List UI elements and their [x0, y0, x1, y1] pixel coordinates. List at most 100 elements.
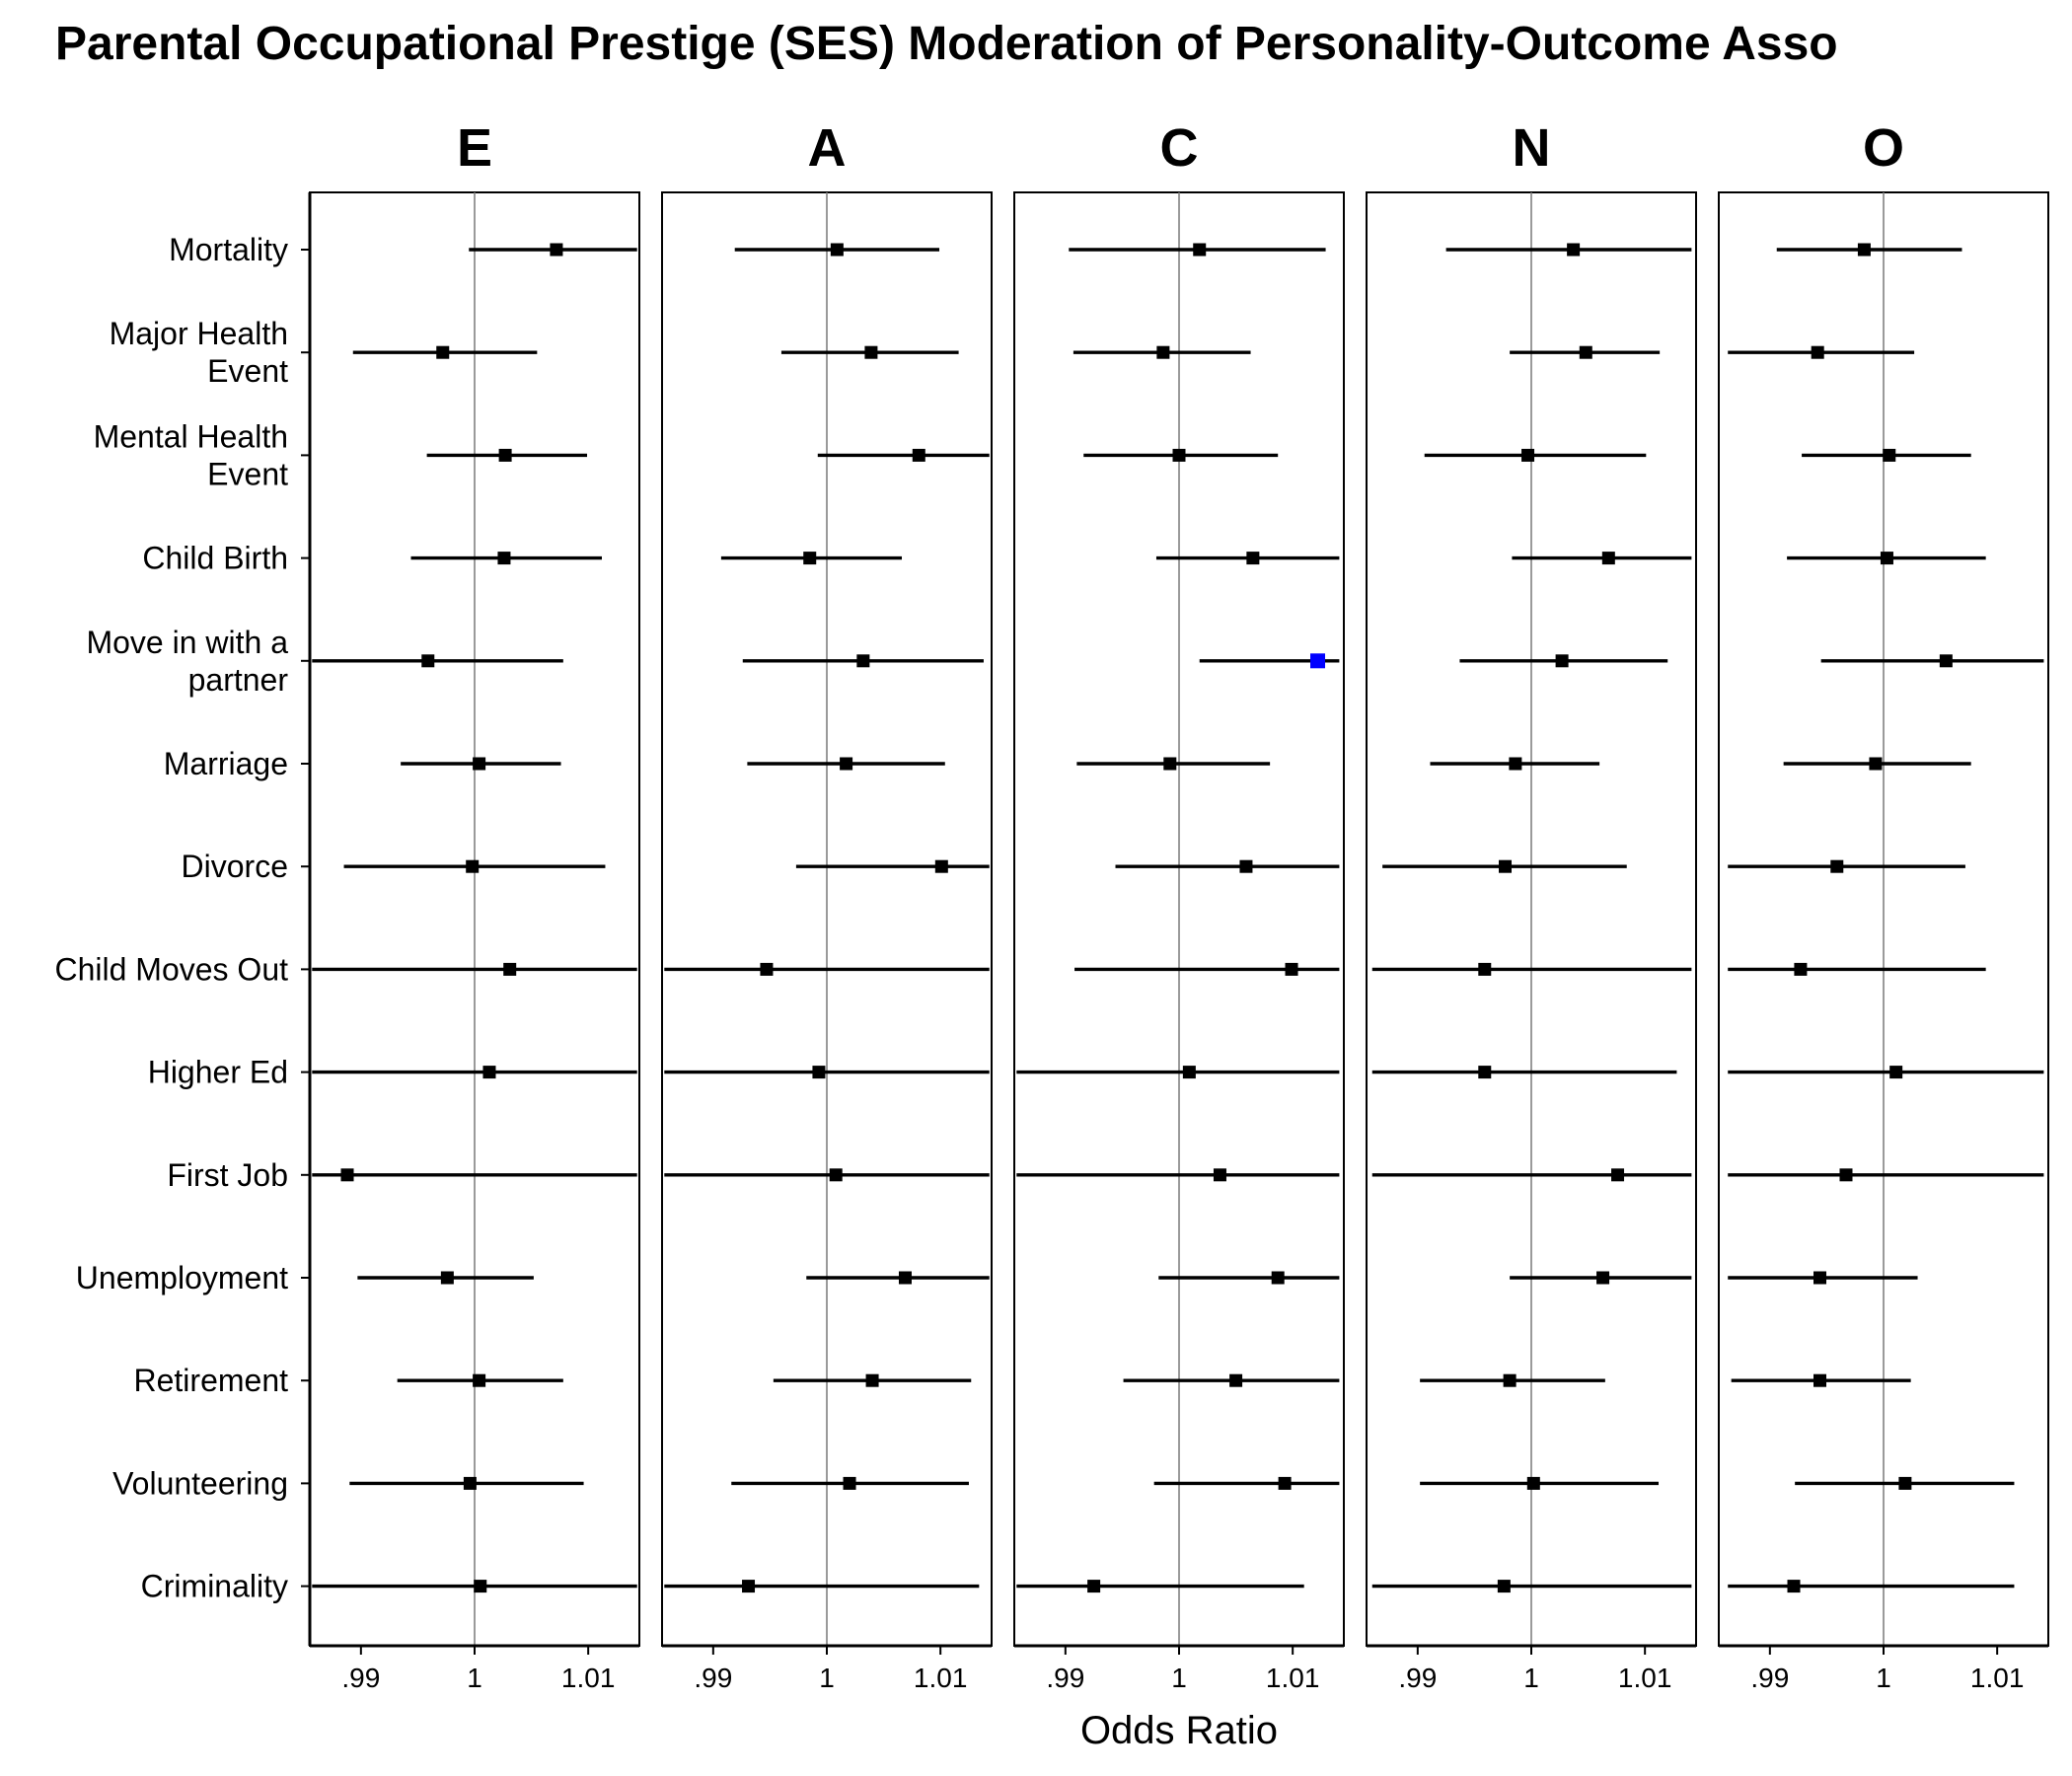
- facet-label: O: [1863, 118, 1904, 178]
- point-estimate: [1239, 859, 1253, 873]
- y-category-label: Child Birth: [142, 541, 288, 576]
- point-estimate: [1880, 552, 1893, 565]
- y-category-label: Higher Ed: [148, 1055, 288, 1090]
- point-estimate: [436, 345, 450, 359]
- point-estimate: [1497, 1580, 1511, 1593]
- x-tick-label: 1: [819, 1663, 835, 1693]
- x-tick-label: 1: [1876, 1663, 1891, 1693]
- point-estimate: [898, 1271, 912, 1285]
- point-estimate: [1857, 243, 1871, 257]
- x-tick-label: 1.01: [914, 1663, 968, 1693]
- point-estimate: [1213, 1168, 1226, 1182]
- point-estimate: [1278, 1476, 1292, 1490]
- point-estimate: [1787, 1580, 1801, 1593]
- point-estimate: [421, 654, 435, 668]
- x-tick-label: 1.01: [1618, 1663, 1672, 1693]
- point-estimate: [912, 448, 925, 462]
- point-estimate: [1601, 552, 1615, 565]
- point-estimate: [829, 1168, 843, 1182]
- point-estimate: [550, 243, 563, 257]
- y-category-label-line: Mental Health: [94, 418, 288, 454]
- y-category-label-line: Higher Ed: [148, 1055, 288, 1090]
- point-estimate: [1172, 448, 1186, 462]
- point-estimate: [865, 1373, 879, 1387]
- point-estimate: [1883, 448, 1896, 462]
- y-category-label-line: Mortality: [169, 232, 288, 267]
- point-estimate: [934, 859, 948, 873]
- y-category-label-line: Marriage: [164, 746, 288, 781]
- y-category-label: Volunteering: [112, 1465, 288, 1501]
- y-category-label: Move in with a partner: [86, 625, 288, 698]
- y-category-label-line: Child Birth: [142, 541, 288, 576]
- point-estimate: [1271, 1271, 1285, 1285]
- point-estimate: [742, 1580, 756, 1593]
- x-tick-label: 1.01: [1266, 1663, 1320, 1693]
- point-estimate: [812, 1066, 826, 1079]
- point-estimate: [1596, 1271, 1610, 1285]
- point-estimate: [1503, 1373, 1517, 1387]
- y-category-label-line: Child Moves Out: [54, 951, 288, 987]
- y-category-label-line: First Job: [167, 1157, 288, 1193]
- point-estimate: [503, 962, 517, 976]
- point-estimate: [1509, 757, 1522, 771]
- chart-title: Parental Occupational Prestige (SES) Mod…: [55, 18, 1838, 70]
- x-tick-label: 1.01: [561, 1663, 616, 1693]
- x-tick-label: .99: [1398, 1663, 1437, 1693]
- point-estimate: [1163, 757, 1177, 771]
- y-category-label-line: Event: [207, 456, 288, 491]
- x-tick-label: .99: [1046, 1663, 1084, 1693]
- point-estimate: [1898, 1476, 1912, 1490]
- y-category-label: Marriage: [164, 746, 288, 781]
- x-axis-title: Odds Ratio: [1080, 1709, 1278, 1752]
- facet-label: C: [1160, 118, 1199, 178]
- point-estimate: [1794, 962, 1808, 976]
- x-tick-label: .99: [1750, 1663, 1789, 1693]
- y-category-label: Child Moves Out: [54, 951, 288, 987]
- y-category-label-line: Divorce: [182, 849, 288, 884]
- point-estimate: [340, 1168, 354, 1182]
- point-estimate: [1555, 654, 1569, 668]
- facet-label: N: [1513, 118, 1551, 178]
- point-estimate: [1182, 1066, 1196, 1079]
- point-estimate: [497, 552, 511, 565]
- point-estimate: [1246, 552, 1260, 565]
- facet-label: A: [808, 118, 847, 178]
- point-estimate: [474, 1580, 487, 1593]
- facet-panel-A: A .99 1 1.01: [661, 118, 993, 1693]
- x-tick-label: 1.01: [1970, 1663, 2025, 1693]
- point-estimate: [1830, 859, 1844, 873]
- facet-panel-C: C .99 1 1.01: [1013, 118, 1345, 1693]
- point-estimate: [1579, 345, 1592, 359]
- y-category-label-line: Major Health: [110, 316, 288, 351]
- facet-panel-E: E .99 1 1.01: [309, 118, 640, 1693]
- point-estimate: [856, 654, 870, 668]
- y-category-label-line: Event: [207, 353, 288, 389]
- point-estimate: [1869, 757, 1883, 771]
- x-tick-label: .99: [341, 1663, 380, 1693]
- point-estimate: [482, 1066, 496, 1079]
- point-estimate: [1813, 1373, 1827, 1387]
- point-estimate: [803, 552, 817, 565]
- point-estimate: [463, 1476, 477, 1490]
- y-category-label: Criminality: [141, 1569, 288, 1604]
- point-estimate: [1567, 243, 1581, 257]
- y-category-label-line: Retirement: [134, 1363, 289, 1398]
- point-estimate: [1193, 243, 1207, 257]
- point-estimate: [864, 345, 878, 359]
- y-category-label: Divorce: [182, 849, 288, 884]
- y-category-label: Retirement: [134, 1363, 289, 1398]
- point-estimate: [498, 448, 512, 462]
- point-estimate: [466, 859, 480, 873]
- x-tick-label: 1: [467, 1663, 482, 1693]
- x-tick-label: 1: [1171, 1663, 1187, 1693]
- point-estimate: [1939, 654, 1953, 668]
- point-estimate: [1478, 1066, 1492, 1079]
- y-category-label-line: Volunteering: [112, 1465, 288, 1501]
- point-estimate: [473, 757, 486, 771]
- point-estimate: [760, 962, 774, 976]
- point-estimate: [1889, 1066, 1903, 1079]
- y-category-label: Mortality: [169, 232, 288, 267]
- point-estimate: [1499, 859, 1513, 873]
- x-tick-label: 1: [1523, 1663, 1539, 1693]
